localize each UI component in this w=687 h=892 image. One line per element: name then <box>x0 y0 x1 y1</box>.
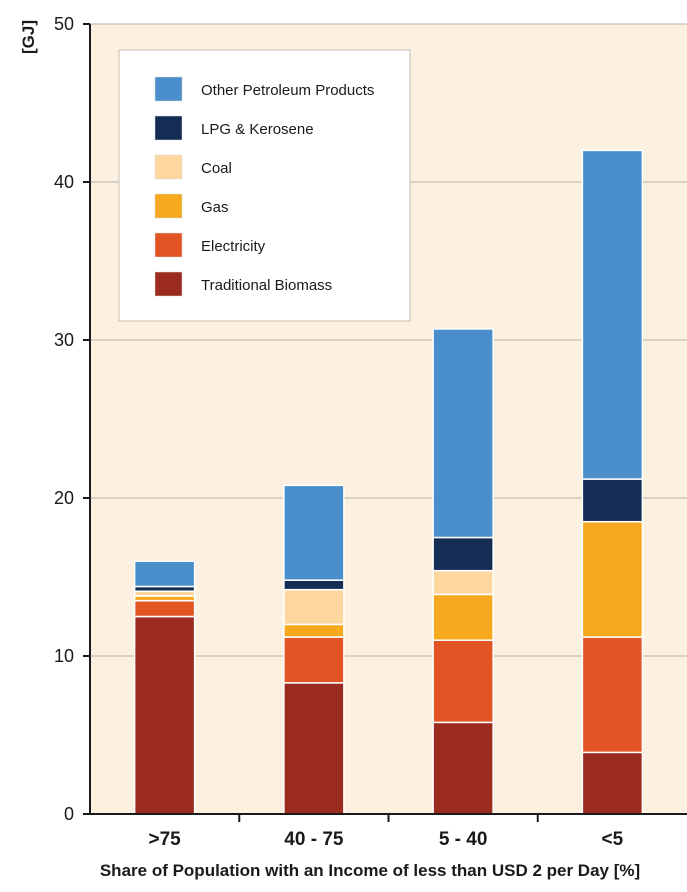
legend-swatch <box>154 115 183 141</box>
bar-stack <box>283 484 345 815</box>
bar-segment <box>581 478 644 523</box>
legend-swatch <box>154 154 183 180</box>
legend-swatch <box>154 271 183 297</box>
bar-segment <box>283 636 345 684</box>
bar-stack <box>133 560 196 815</box>
bar-segment <box>432 536 494 572</box>
legend-label: Traditional Biomass <box>201 277 332 294</box>
bar-stack <box>432 328 494 815</box>
bar-segment <box>581 149 644 480</box>
legend-label: Other Petroleum Products <box>201 82 374 99</box>
y-tick-label: 10 <box>54 646 74 666</box>
x-tick-label: 5 - 40 <box>439 829 488 850</box>
y-tick-label: 20 <box>54 488 74 508</box>
legend-label: Electricity <box>201 238 266 255</box>
legend-swatch <box>154 76 183 102</box>
bar-segment <box>581 636 644 754</box>
x-ticks: >75 40 - 75 5 - 40 <5 <box>149 814 624 850</box>
y-tick-label: 0 <box>64 804 74 824</box>
y-ticks: 0 10 20 30 40 50 <box>54 14 90 824</box>
bar-segment <box>133 615 196 815</box>
bar-segment <box>283 579 345 591</box>
x-tick-label: <5 <box>602 829 624 850</box>
bar-segment <box>432 721 494 815</box>
bar-segment <box>283 623 345 638</box>
x-axis-label: Share of Population with an Income of le… <box>100 861 640 880</box>
legend-label: Coal <box>201 160 232 177</box>
bar-segment <box>432 569 494 596</box>
bar-segment <box>432 593 494 641</box>
bar-segment <box>581 520 644 638</box>
bar-segment <box>432 328 494 539</box>
y-tick-label: 30 <box>54 330 74 350</box>
bar-segment <box>133 599 196 618</box>
y-tick-label: 50 <box>54 14 74 34</box>
legend-label: Gas <box>201 199 229 216</box>
bar-segment <box>283 682 345 815</box>
y-tick-label: 40 <box>54 172 74 192</box>
x-tick-label: 40 - 75 <box>284 829 344 850</box>
bar-stack <box>581 149 644 815</box>
bar-segment <box>133 560 196 588</box>
legend-swatch <box>154 232 183 258</box>
legend-label: LPG & Kerosene <box>201 121 314 138</box>
bar-segment <box>581 751 644 815</box>
legend: Other Petroleum Products LPG & Kerosene Co… <box>118 49 411 322</box>
x-tick-label: >75 <box>149 829 182 850</box>
bar-segment <box>283 484 345 581</box>
bar-segment <box>432 639 494 724</box>
bar-segment <box>283 588 345 626</box>
bars-layer <box>133 149 644 815</box>
y-axis-label: [GJ] <box>19 20 38 54</box>
legend-swatch <box>154 193 183 219</box>
